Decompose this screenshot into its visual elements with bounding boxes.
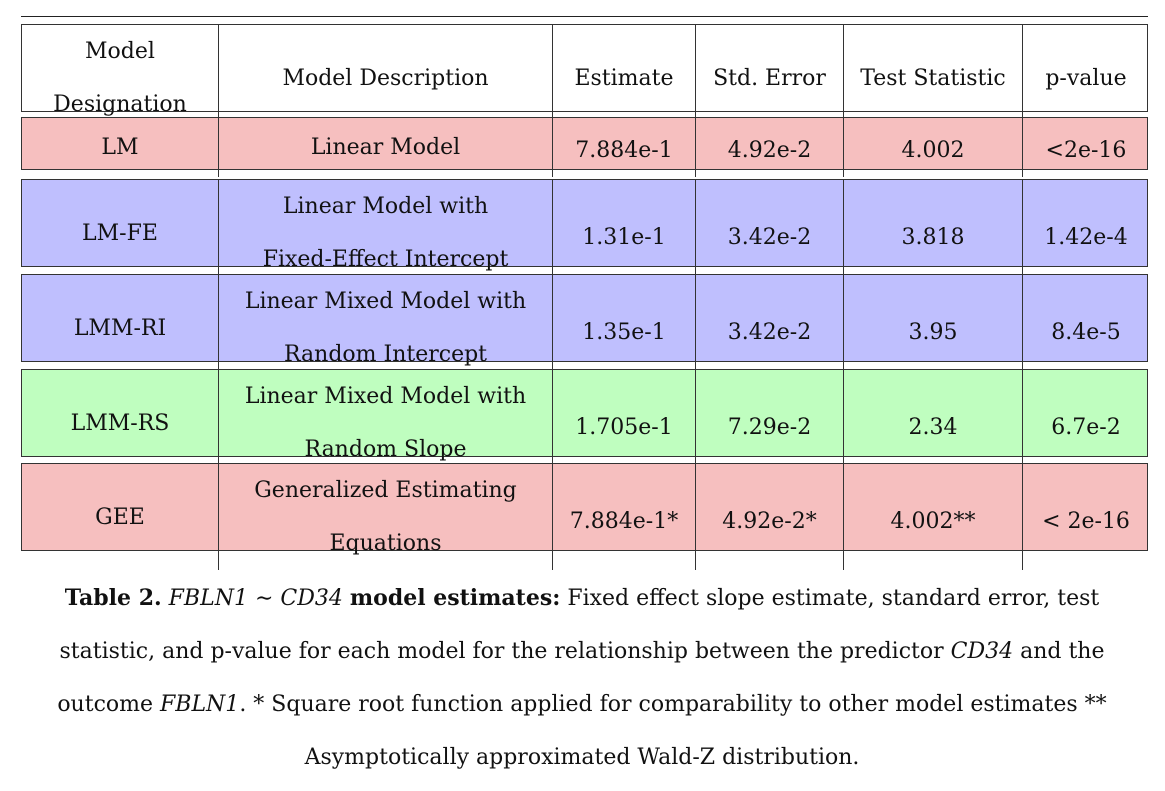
cell-estimate: 1.35e-1: [552, 275, 695, 381]
header-p-value: p-value: [1022, 25, 1149, 131]
cell-test-statistic: 3.818: [843, 180, 1022, 286]
cell-test-statistic: 3.95: [843, 275, 1022, 381]
cell-std-error: 4.92e-2*: [695, 464, 843, 570]
cell-std-error: 3.42e-2: [695, 275, 843, 381]
header-estimate: Estimate: [552, 25, 695, 131]
cell-p-value: 6.7e-2: [1022, 370, 1149, 476]
cell-test-statistic: 4.002: [843, 118, 1022, 177]
header-designation: Model Designation: [53, 39, 187, 117]
caption-line-1: Table 2. FBLN1 ∼ CD34 model estimates: F…: [64, 585, 1100, 611]
cell-description: Generalized Estimating Equations: [218, 464, 552, 570]
cell-estimate: 1.705e-1: [552, 370, 695, 476]
cell-description: Linear Mixed Model with Random Intercept: [218, 275, 552, 381]
cell-p-value: < 2e-16: [1022, 464, 1149, 570]
table-header-row: Model Designation Model Description Esti…: [21, 24, 1148, 131]
cell-std-error: 3.42e-2: [695, 180, 843, 286]
table-row: LM-FE Linear Model with Fixed-Effect Inter…: [21, 179, 1148, 286]
cell-test-statistic: 2.34: [843, 370, 1022, 476]
cell-estimate: 1.31e-1: [552, 180, 695, 286]
table-row: LMM-RI Linear Mixed Model with Random Inte…: [21, 274, 1148, 381]
cell-description: Linear Model: [218, 118, 552, 177]
header-test-statistic: Test Statistic: [843, 25, 1022, 131]
cell-designation: GEE: [95, 504, 145, 530]
caption-line-2: statistic, and p-value for each model fo…: [59, 639, 1105, 664]
cell-estimate: 7.884e-1: [552, 118, 695, 177]
table-top-rule: [21, 16, 1148, 17]
cell-designation: LMM-RI: [73, 315, 167, 341]
cell-p-value: 1.42e-4: [1022, 180, 1149, 286]
caption-line-4: Asymptotically approximated Wald-Z distr…: [304, 745, 860, 770]
cell-p-value: <2e-16: [1022, 118, 1149, 177]
header-description: Model Description: [218, 25, 552, 131]
cell-std-error: 4.92e-2: [695, 118, 843, 177]
cell-test-statistic: 4.002**: [843, 464, 1022, 570]
table-row: LM Linear Model 7.884e-1 4.92e-2 4.002 <2e-16: [21, 117, 1148, 177]
cell-description: Linear Model with Fixed-Effect Intercept: [218, 180, 552, 286]
cell-p-value: 8.4e-5: [1022, 275, 1149, 381]
cell-designation: LM: [101, 135, 139, 160]
header-std-error: Std. Error: [695, 25, 843, 131]
cell-std-error: 7.29e-2: [695, 370, 843, 476]
cell-designation: LM-FE: [82, 220, 158, 246]
table-row: GEE Generalized Estimating Equations 7.884e…: [21, 463, 1148, 570]
cell-designation: LMM-RS: [70, 410, 170, 436]
cell-description: Linear Mixed Model with Random Slope: [218, 370, 552, 476]
table-caption: Table 2. FBLN1 ∼ CD34 model estimates: F…: [22, 572, 1142, 784]
caption-line-3: outcome FBLN1. * Square root function ap…: [57, 692, 1107, 717]
cell-estimate: 7.884e-1*: [552, 464, 695, 570]
table-row: LMM-RS Linear Mixed Model with Random Slop…: [21, 369, 1148, 476]
